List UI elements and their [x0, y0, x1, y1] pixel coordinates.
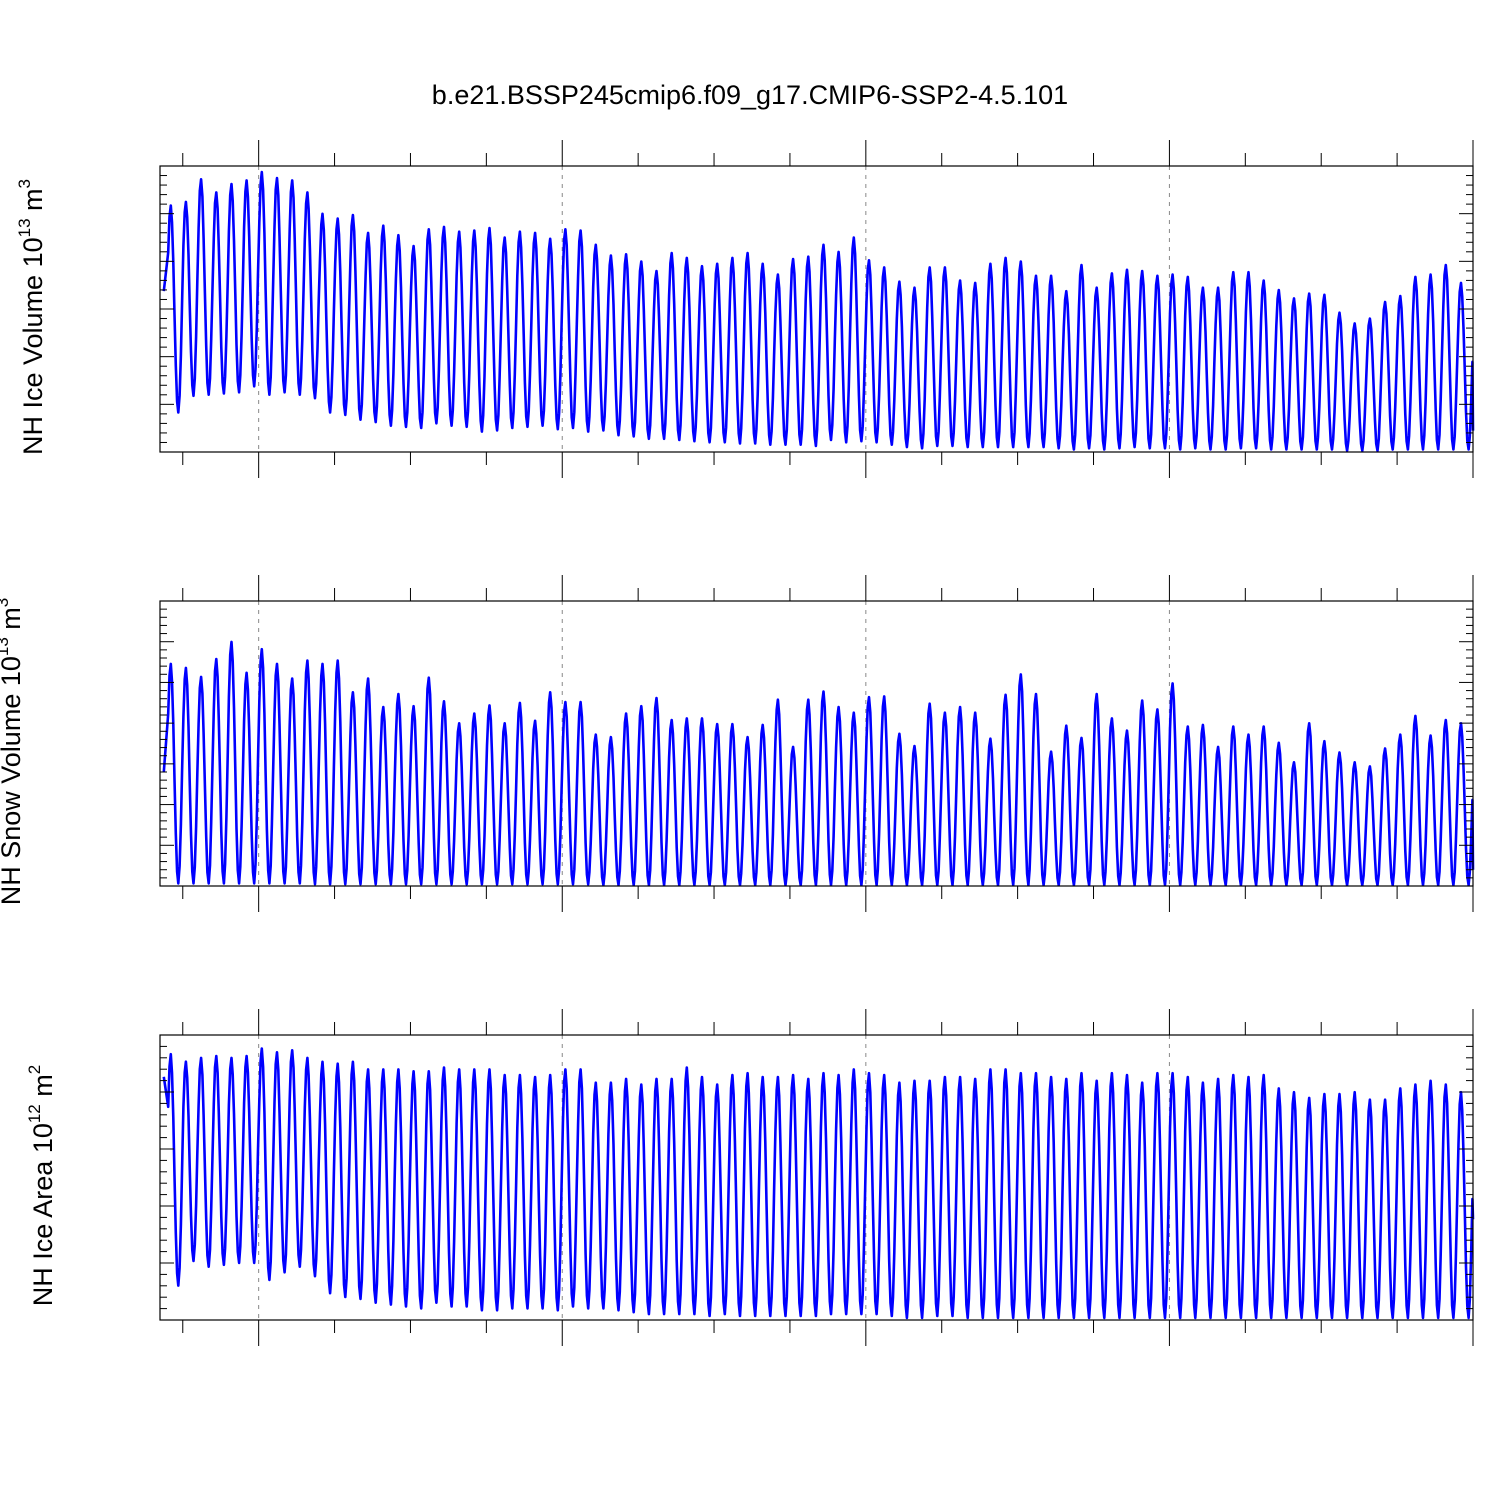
y-axis-label-text: m — [18, 188, 48, 218]
y-axis-label-superscript: 2 — [25, 1065, 44, 1074]
y-axis-label-superscript: 12 — [25, 1104, 44, 1123]
y-axis-label: NH Ice Volume 1013 m3 — [15, 179, 48, 455]
y-axis-label-text: m — [28, 1074, 58, 1104]
y-axis-label-superscript: 3 — [15, 179, 34, 188]
figure-title: b.e21.BSSP245cmip6.f09_g17.CMIP6-SSP2-4.… — [432, 80, 1068, 110]
data-line-snow-volume — [162, 640, 1475, 887]
y-axis-label-text: m — [0, 607, 26, 637]
data-line-ice-area — [162, 1047, 1475, 1320]
chart-panel-ice-area: NH Ice Area 1012 m2 — [25, 1009, 1475, 1346]
y-axis-label: NH Snow Volume 1013 m3 — [0, 598, 26, 906]
chart-panel-snow-volume: NH Snow Volume 1013 m3 — [0, 575, 1475, 912]
y-axis-label: NH Ice Area 1012 m2 — [25, 1065, 58, 1306]
data-line-ice-volume — [162, 170, 1475, 452]
y-axis-label-superscript: 13 — [0, 637, 12, 656]
y-axis-label-text: NH Ice Area 10 — [28, 1123, 58, 1306]
plot-frame — [159, 600, 1474, 887]
chart-panel-ice-volume: NH Ice Volume 1013 m3 — [15, 140, 1475, 478]
y-axis-label-text: NH Snow Volume 10 — [0, 656, 26, 905]
y-axis-label-text: NH Ice Volume 10 — [18, 237, 48, 455]
y-axis-label-superscript: 3 — [0, 598, 12, 607]
plot-frame — [159, 1034, 1474, 1321]
y-axis-label-superscript: 13 — [15, 218, 34, 237]
